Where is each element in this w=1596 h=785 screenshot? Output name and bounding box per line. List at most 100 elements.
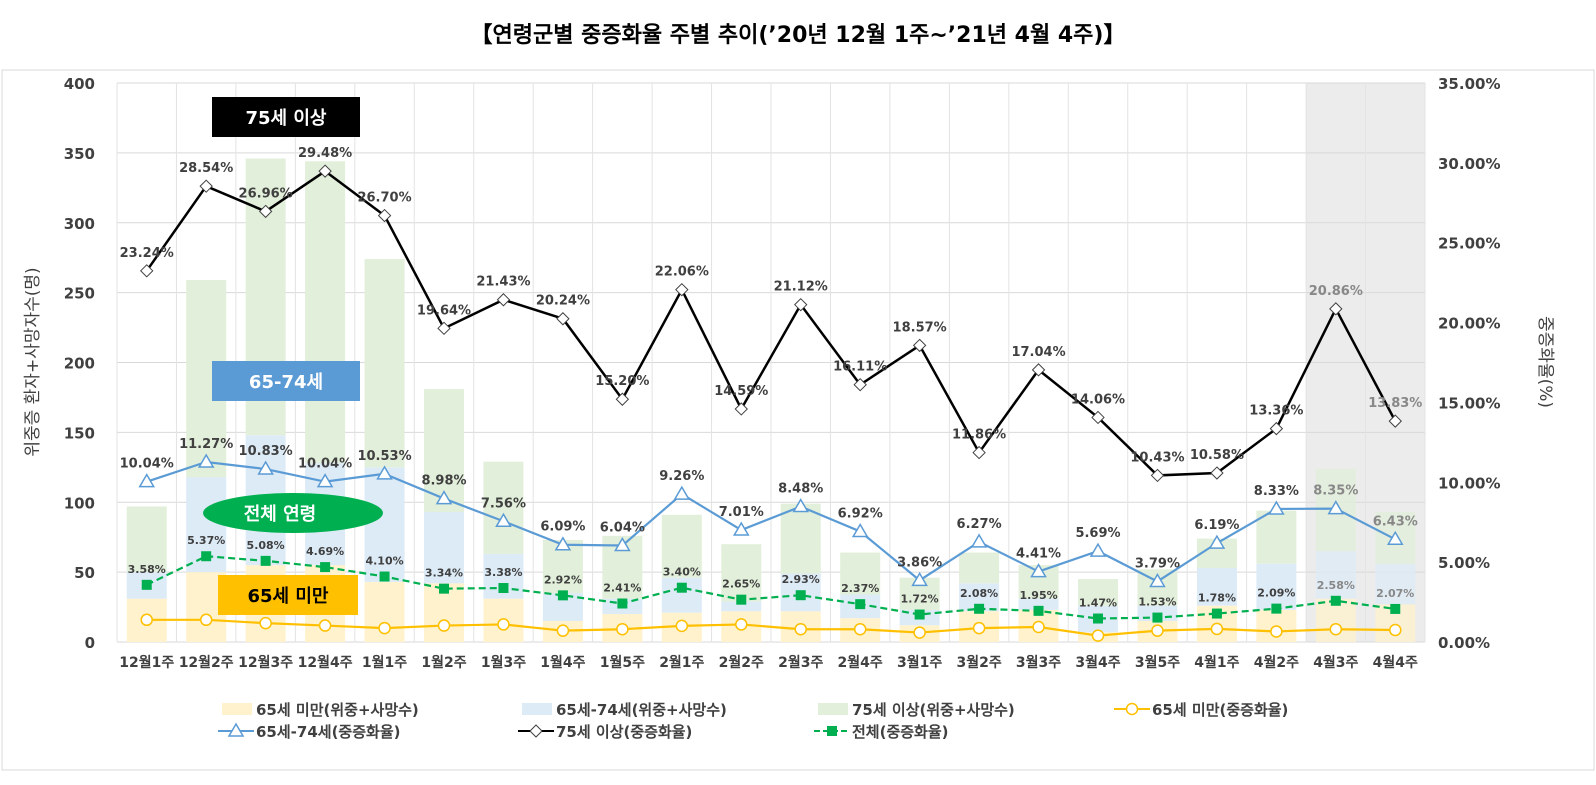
data-point: [736, 594, 747, 605]
data-point: [377, 208, 392, 223]
annotation-box-65-74: [212, 361, 360, 401]
data-label: 3.58%: [128, 563, 166, 576]
x-tick-label: 12월3주: [238, 654, 293, 671]
data-point: [1030, 563, 1047, 578]
bar-segment: [1375, 563, 1416, 605]
data-point: [437, 321, 451, 336]
x-tick-label: 12월1주: [119, 654, 174, 671]
data-label: 3.38%: [484, 566, 522, 579]
data-label: 1.72%: [901, 593, 939, 606]
data-label: 13.36%: [1249, 404, 1303, 419]
data-point: [675, 619, 689, 633]
data-point: [140, 264, 154, 278]
bar-segment: [1018, 598, 1059, 610]
data-label: 26.96%: [239, 186, 293, 201]
data-point: [1032, 620, 1045, 634]
data-point: [1389, 623, 1402, 637]
data-point: [258, 204, 273, 219]
x-tick-label: 2월1주: [659, 654, 704, 671]
data-point: [855, 599, 866, 610]
legend-marker: [827, 726, 837, 736]
chart-title: 【연령군별 중증화율 주별 추이(’20년 12월 1주~’21년 4월 4주)…: [471, 23, 1126, 48]
bar-segment: [424, 512, 464, 584]
legend-swatch: [818, 703, 848, 715]
legend-item: 65세-74세(위중+사망수): [522, 701, 727, 719]
data-label: 5.37%: [187, 534, 225, 547]
annotation-all-ages: 전체 연령: [244, 504, 317, 525]
data-point: [676, 582, 687, 593]
data-point: [1033, 605, 1044, 616]
data-label: 9.26%: [659, 469, 704, 484]
data-label: 2.58%: [1317, 579, 1355, 592]
bar-segment: [840, 552, 881, 595]
y2-tick-label: 20.00%: [1438, 315, 1500, 333]
data-point: [259, 616, 272, 630]
legend-label: 75세 이상(위중+사망수): [852, 701, 1015, 719]
data-label: 14.06%: [1071, 392, 1125, 407]
y-tick-label: 200: [64, 355, 95, 373]
data-point: [498, 583, 509, 594]
y2-tick-label: 5.00%: [1438, 554, 1490, 572]
y2-tick-label: 35.00%: [1438, 75, 1500, 93]
x-tick-label: 2월3주: [778, 654, 823, 671]
x-tick-label: 1월2주: [421, 654, 466, 671]
annotation-ellipse-all: [203, 493, 383, 533]
y-tick-label: 250: [64, 285, 95, 303]
data-point: [794, 297, 808, 312]
data-label: 8.33%: [1254, 484, 1299, 499]
data-point: [197, 453, 215, 468]
data-point: [554, 536, 572, 551]
series-line: [145, 169, 1397, 477]
x-tick-label: 12월2주: [179, 654, 234, 671]
data-point: [1031, 363, 1046, 377]
legend-item: 75세 이상(중증화율): [518, 723, 692, 741]
y-tick-label: 350: [64, 145, 95, 163]
data-point: [1327, 500, 1345, 515]
legend-label: 65세-74세(중증화율): [256, 723, 401, 741]
bar-segment: [1315, 551, 1356, 599]
bar-segment: [1196, 567, 1237, 606]
y2-axis-title: 중증화율(%): [1535, 316, 1555, 408]
legend-swatch: [222, 703, 252, 715]
data-label: 21.43%: [476, 275, 530, 290]
x-tick-label: 4월3주: [1313, 654, 1358, 671]
data-label: 6.19%: [1194, 518, 1239, 533]
data-point: [1270, 625, 1283, 638]
bar-segment: [126, 506, 167, 573]
y2-tick-label: 10.00%: [1438, 474, 1500, 492]
data-label: 10.04%: [298, 457, 352, 472]
x-tick-label: 2월4주: [838, 654, 883, 671]
data-label: 2.93%: [782, 573, 820, 586]
data-point: [1152, 612, 1163, 623]
legend-item: 75세 이상(위중+사망수): [818, 701, 1015, 719]
legend-marker: [1125, 702, 1139, 716]
data-label: 3.86%: [897, 555, 942, 570]
y2-tick-label: 25.00%: [1438, 235, 1500, 253]
data-label: 6.43%: [1373, 514, 1418, 529]
data-point: [912, 338, 927, 353]
data-label: 2.41%: [603, 582, 641, 595]
data-point: [615, 392, 630, 406]
x-tick-label: 1월3주: [481, 654, 526, 671]
y-tick-label: 150: [64, 424, 95, 442]
data-point: [616, 622, 629, 636]
annotation-box-75plus: [212, 97, 360, 137]
data-point: [1388, 414, 1402, 428]
annotation-65-74: 65-74세: [249, 372, 323, 393]
y-tick-label: 50: [74, 564, 95, 582]
data-label: 7.56%: [481, 496, 526, 511]
x-tick-label: 4월1주: [1194, 654, 1239, 671]
data-point: [1329, 622, 1343, 636]
data-point: [792, 498, 810, 513]
y2-tick-label: 15.00%: [1438, 394, 1500, 412]
bar-segment: [661, 514, 702, 578]
chart-frame: [1, 69, 1595, 771]
legend-label: 전체(중증화율): [852, 723, 949, 741]
data-point: [201, 551, 212, 562]
data-point: [851, 522, 869, 538]
bar-segment: [305, 161, 346, 464]
bar-segment: [780, 503, 821, 574]
y-tick-label: 400: [64, 75, 95, 93]
data-label: 3.40%: [663, 566, 701, 579]
bar-segment: [483, 461, 524, 554]
